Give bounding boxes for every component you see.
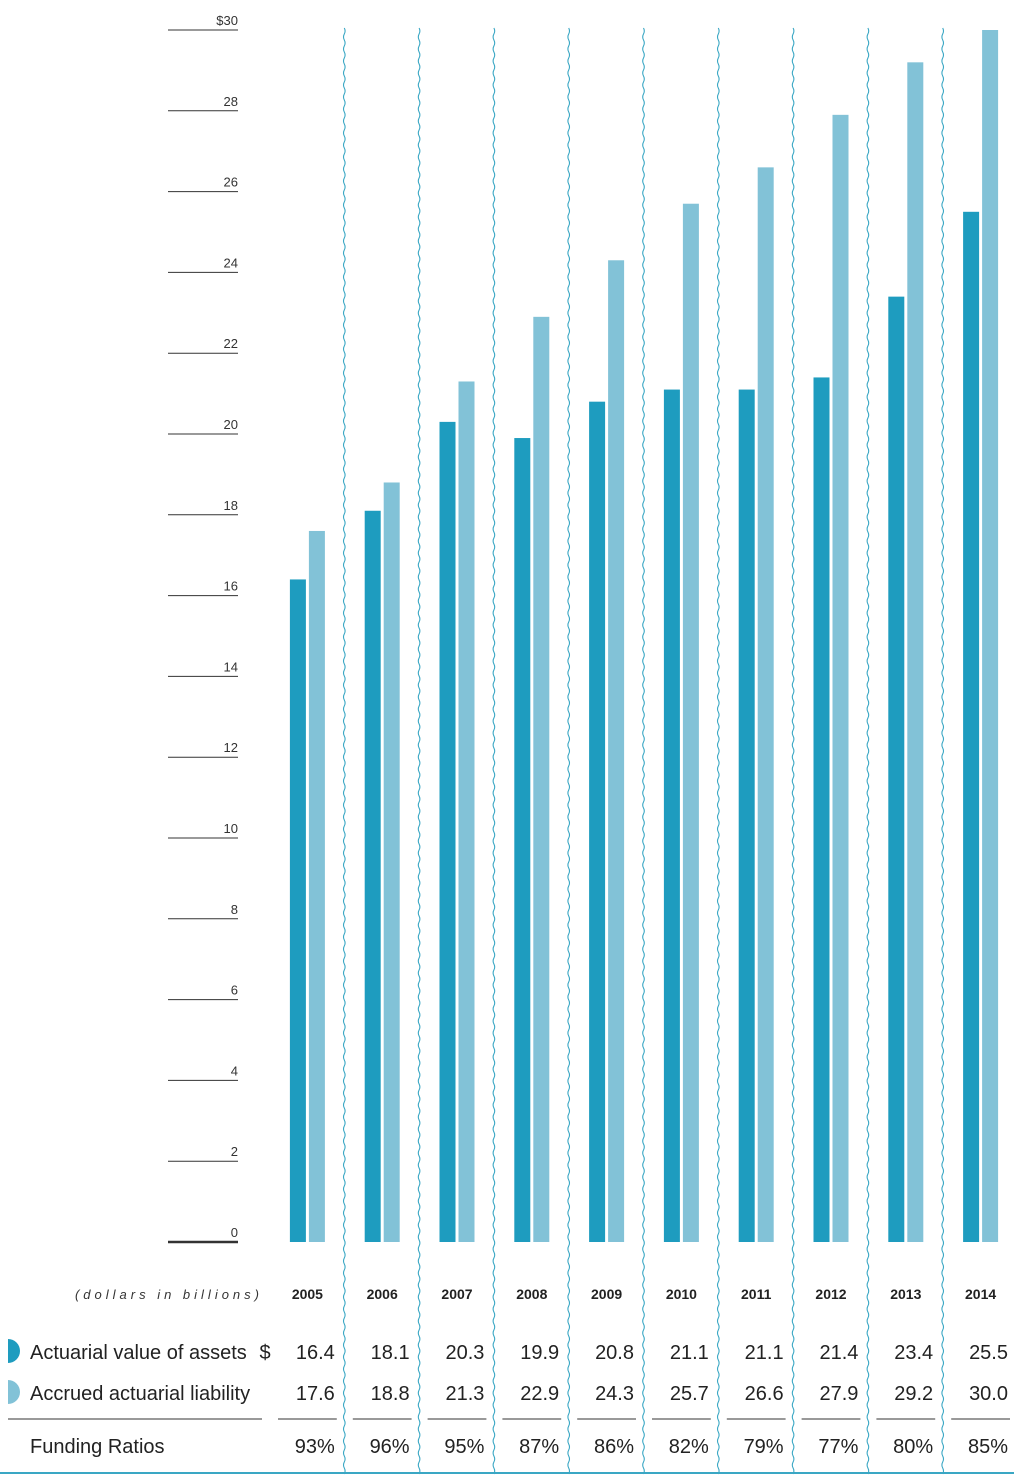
assets-value: 20.8 bbox=[595, 1342, 634, 1364]
liability-bar-2008 bbox=[533, 316, 550, 1243]
column-separator bbox=[791, 27, 795, 1475]
funding-ratio: 96% bbox=[370, 1436, 410, 1458]
liability-value: 18.8 bbox=[371, 1383, 410, 1405]
y-tick-label: 28 bbox=[224, 94, 238, 109]
column-separator bbox=[642, 27, 645, 1475]
year-label: 2013 bbox=[890, 1286, 921, 1302]
liability-bar-2010 bbox=[682, 203, 699, 1243]
y-tick-label: 24 bbox=[224, 255, 238, 270]
year-label: 2005 bbox=[292, 1286, 323, 1302]
year-label: 2006 bbox=[367, 1286, 398, 1302]
assets-value: 19.9 bbox=[520, 1342, 559, 1364]
assets-value: 21.4 bbox=[819, 1342, 858, 1364]
column-separator bbox=[417, 27, 421, 1475]
y-tick-label: 22 bbox=[224, 336, 238, 351]
y-tick-label: 0 bbox=[231, 1225, 238, 1240]
column-separator bbox=[342, 27, 346, 1475]
assets-row-label: Actuarial value of assets bbox=[30, 1342, 247, 1364]
year-label: 2007 bbox=[441, 1286, 472, 1302]
liability-bar-2006 bbox=[383, 482, 400, 1243]
assets-value: 23.4 bbox=[894, 1342, 933, 1364]
funding-ratio: 82% bbox=[669, 1436, 709, 1458]
column-separator bbox=[716, 27, 720, 1475]
liability-value: 26.6 bbox=[745, 1383, 784, 1405]
y-tick-label: 8 bbox=[231, 902, 238, 917]
year-label: 2012 bbox=[815, 1286, 846, 1302]
column-separator bbox=[866, 27, 870, 1475]
liability-value: 22.9 bbox=[520, 1383, 559, 1405]
assets-bar-2013 bbox=[888, 296, 905, 1242]
assets-value: 16.4 bbox=[296, 1342, 335, 1364]
liability-value: 30.0 bbox=[969, 1383, 1008, 1405]
column-separator bbox=[492, 27, 496, 1475]
assets-value: 25.5 bbox=[969, 1342, 1008, 1364]
assets-bar-2010 bbox=[663, 389, 680, 1242]
liability-bar-2013 bbox=[907, 62, 924, 1243]
year-label: 2008 bbox=[516, 1286, 547, 1302]
liability-row-label: Accrued actuarial liability bbox=[30, 1383, 250, 1405]
column-separator bbox=[941, 27, 945, 1475]
liability-bar-2007 bbox=[458, 381, 475, 1243]
currency-symbol: $ bbox=[259, 1342, 270, 1364]
liability-bar-2005 bbox=[308, 530, 325, 1242]
funding-ratio: 79% bbox=[744, 1436, 784, 1458]
assets-value: 21.1 bbox=[745, 1342, 784, 1364]
year-label: 2009 bbox=[591, 1286, 622, 1302]
funding-ratio: 85% bbox=[968, 1436, 1008, 1458]
liability-value: 27.9 bbox=[819, 1383, 858, 1405]
y-tick-label: 12 bbox=[224, 740, 238, 755]
liability-value: 29.2 bbox=[894, 1383, 933, 1405]
liability-value: 24.3 bbox=[595, 1383, 634, 1405]
y-tick-label: 20 bbox=[224, 417, 238, 432]
funding-ratio: 80% bbox=[893, 1436, 933, 1458]
funding-ratios-label: Funding Ratios bbox=[30, 1436, 165, 1458]
assets-bar-2008 bbox=[514, 438, 531, 1242]
funding-ratio: 87% bbox=[519, 1436, 559, 1458]
funding-ratio: 77% bbox=[818, 1436, 858, 1458]
units-label: (dollars in billions) bbox=[75, 1287, 263, 1302]
assets-legend-marker bbox=[8, 1339, 20, 1363]
liability-value: 21.3 bbox=[445, 1383, 484, 1405]
liability-value: 25.7 bbox=[670, 1383, 709, 1405]
y-tick-label: 16 bbox=[224, 579, 238, 594]
year-label: 2010 bbox=[666, 1286, 697, 1302]
y-tick-label: 4 bbox=[231, 1063, 238, 1078]
assets-bar-2009 bbox=[589, 401, 606, 1242]
column-separator bbox=[567, 27, 571, 1475]
y-tick-label: 14 bbox=[224, 659, 238, 674]
liability-bar-2014 bbox=[982, 30, 999, 1242]
liability-value: 17.6 bbox=[296, 1383, 335, 1405]
y-tick-label: 26 bbox=[224, 175, 238, 190]
y-tick-label: 6 bbox=[231, 983, 238, 998]
year-label: 2014 bbox=[965, 1286, 996, 1302]
assets-bar-2007 bbox=[439, 421, 456, 1242]
funding-ratio: 95% bbox=[444, 1436, 484, 1458]
y-tick-label: $30 bbox=[216, 13, 238, 28]
assets-value: 18.1 bbox=[371, 1342, 410, 1364]
y-tick-label: 10 bbox=[224, 821, 238, 836]
assets-bar-2005 bbox=[289, 579, 306, 1242]
assets-value: 20.3 bbox=[445, 1342, 484, 1364]
liability-bar-2011 bbox=[757, 167, 774, 1243]
assets-bar-2006 bbox=[364, 510, 381, 1242]
year-label: 2011 bbox=[741, 1286, 772, 1302]
assets-bar-2011 bbox=[738, 389, 755, 1242]
y-tick-label: 2 bbox=[231, 1144, 238, 1159]
liability-bar-2009 bbox=[608, 260, 625, 1242]
liability-legend-marker bbox=[8, 1380, 20, 1404]
assets-bar-2012 bbox=[813, 377, 830, 1242]
assets-bar-2014 bbox=[963, 211, 980, 1242]
funding-ratio: 93% bbox=[295, 1436, 335, 1458]
liability-bar-2012 bbox=[832, 114, 849, 1243]
y-tick-label: 18 bbox=[224, 498, 238, 513]
assets-value: 21.1 bbox=[670, 1342, 709, 1364]
funding-ratio: 86% bbox=[594, 1436, 634, 1458]
